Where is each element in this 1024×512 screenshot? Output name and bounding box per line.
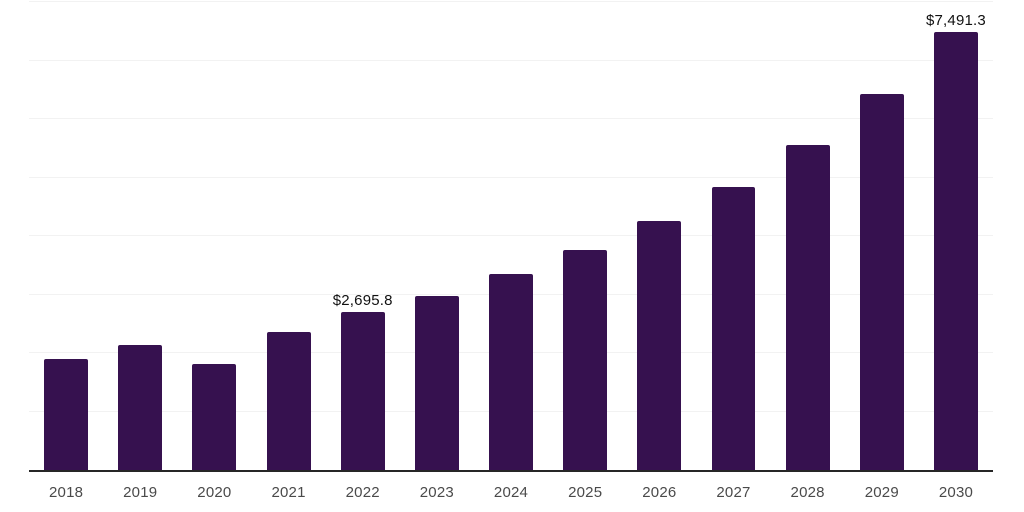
bar-group-2030: $7,491.3 [919, 2, 993, 470]
bar-group-2023 [400, 2, 474, 470]
gridline-4000 [29, 235, 993, 236]
bar-group-2021 [251, 2, 325, 470]
x-tick-2023: 2023 [419, 484, 454, 501]
x-axis-tick-labels: 2018 2019 2020 2021 2022 2023 2024 2025 2026 2027… [29, 484, 993, 501]
x-tick-2018: 2018 [48, 484, 84, 501]
x-tick-2024: 2024 [493, 484, 529, 501]
gridline-6000 [29, 118, 993, 119]
bar-group-2019 [103, 2, 177, 470]
bar-group-2018 [29, 2, 103, 470]
bar-group-2028 [771, 2, 845, 470]
data-label-2030: $7,491.3 [925, 11, 986, 29]
x-tick-2030: 2030 [938, 484, 974, 501]
x-tick-2026: 2026 [642, 484, 677, 501]
x-axis-line [29, 470, 993, 472]
bar-group-2027 [696, 2, 770, 470]
bars-container: $2,695.8 $7,491.3 [29, 2, 993, 470]
bar-group-2022: $2,695.8 [326, 2, 400, 470]
x-tick-2027: 2027 [716, 484, 751, 501]
bar-2028[interactable] [785, 145, 830, 470]
bar-2030[interactable] [933, 31, 978, 470]
bar-2025[interactable] [563, 249, 608, 470]
gridline-8000 [29, 1, 993, 2]
x-tick-2021: 2021 [271, 484, 306, 501]
x-tick-2020: 2020 [197, 484, 232, 501]
x-tick-2022: 2022 [345, 484, 380, 501]
bar-group-2024 [474, 2, 548, 470]
bar-group-2025 [548, 2, 622, 470]
bar-2023[interactable] [414, 295, 459, 470]
gridline-5000 [29, 176, 993, 178]
x-tick-2029: 2029 [864, 484, 899, 501]
data-label-2022: $2,695.8 [332, 292, 393, 310]
bar-group-2029 [845, 2, 919, 470]
bar-2027[interactable] [711, 187, 756, 470]
bar-2029[interactable] [859, 94, 904, 470]
plot-area: $2,695.8 $7,491.3 [29, 1, 993, 470]
bar-2020[interactable] [192, 364, 237, 470]
x-tick-2028: 2028 [790, 484, 825, 501]
bar-group-2026 [622, 2, 696, 470]
x-tick-2025: 2025 [568, 484, 603, 501]
bar-2024[interactable] [489, 274, 533, 470]
gridline-7000 [29, 59, 993, 61]
bar-2026[interactable] [637, 220, 682, 470]
bar-2018[interactable] [44, 358, 89, 470]
bar-2021[interactable] [266, 332, 311, 470]
bar-2022[interactable] [340, 312, 385, 470]
bar-group-2020 [177, 2, 251, 470]
x-tick-2019: 2019 [123, 484, 158, 501]
bar-2019[interactable] [118, 345, 163, 470]
